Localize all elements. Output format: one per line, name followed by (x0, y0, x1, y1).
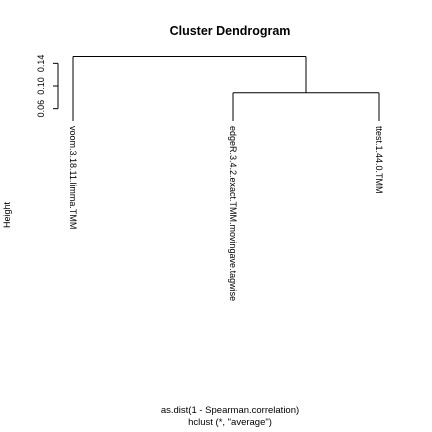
y-tick-label: 0.10 (36, 77, 46, 95)
method-sublabel: hclust (*, "average") (188, 417, 272, 428)
leaf-labels: voom.3.18.11.limma.TMM edgeR.3.4.2.exact.… (68, 126, 384, 301)
leaf-label: ttest.1.44.0.TMM (374, 126, 384, 194)
y-axis: 0.06 0.10 0.14 (36, 55, 59, 118)
leaf-label: voom.3.18.11.limma.TMM (68, 126, 78, 229)
y-tick-label: 0.14 (36, 55, 46, 73)
chart-title: Cluster Dendrogram (170, 24, 291, 38)
dendrogram-tree (72, 56, 380, 121)
y-axis-label: Height (2, 201, 12, 228)
x-axis-label: as.dist(1 - Spearman.correlation) (161, 405, 299, 416)
leaf-label: edgeR.3.4.2.exact.TMM.movingave.tagwise (228, 126, 238, 301)
y-tick-label: 0.06 (36, 100, 46, 118)
